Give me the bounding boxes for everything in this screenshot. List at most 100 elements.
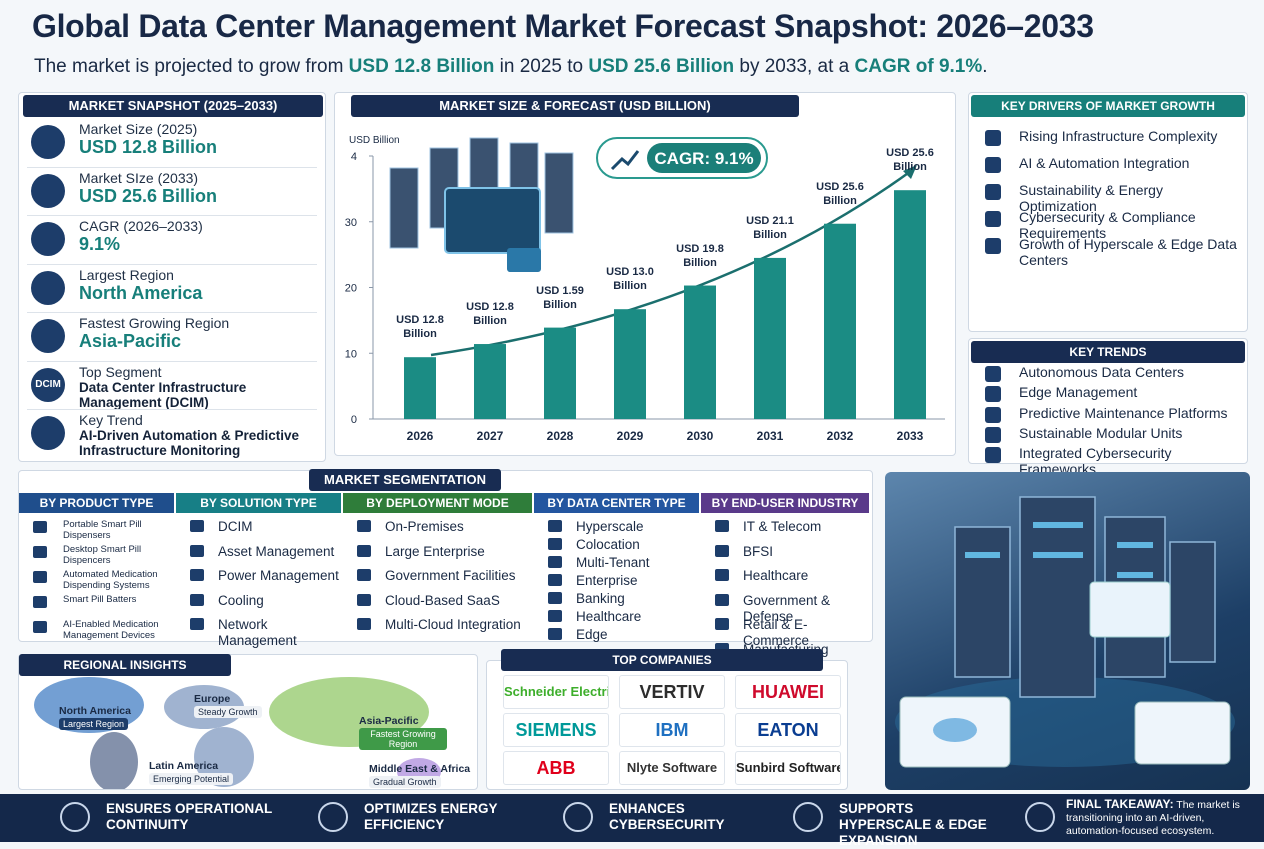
bar-annotation: USD 1.59 Billion	[536, 284, 584, 311]
segment-item: Government & Defense	[743, 592, 831, 624]
y-tick-label: 0	[351, 414, 357, 426]
column-header: BY DATA CENTER TYPE	[534, 493, 699, 513]
segment-item: Large Enterprise	[385, 543, 485, 559]
icon	[548, 628, 562, 640]
led	[1117, 542, 1153, 548]
panel-header: REGIONAL INSIGHTS	[19, 654, 231, 676]
bar-annotation: USD 21.1 Billion	[746, 214, 794, 241]
badge-fill	[647, 143, 761, 173]
icon	[190, 593, 204, 606]
segment-item: Desktop Smart Pill Dispencers	[63, 544, 142, 566]
icon	[33, 621, 47, 633]
region-name: Latin America	[149, 760, 219, 772]
subtitle-text: .	[982, 56, 988, 77]
footer-icon	[318, 802, 348, 832]
panel-header: MARKET SNAPSHOT (2025–2033)	[23, 95, 323, 117]
icon	[31, 173, 65, 208]
icon	[985, 238, 1001, 254]
icon	[190, 618, 204, 631]
list-item: Growth of Hyperscale & Edge Data Centers	[1019, 236, 1237, 268]
divider	[27, 166, 317, 168]
x-tick-label: 2027	[477, 429, 504, 443]
icon	[715, 618, 729, 631]
icon	[715, 593, 729, 606]
server-rack	[954, 526, 1011, 678]
segment-item: Banking	[576, 591, 625, 606]
x-tick-label: 2031	[757, 429, 784, 443]
icon	[31, 319, 65, 353]
company-logo: VERTIV	[619, 675, 725, 709]
icon	[548, 574, 562, 586]
icon	[715, 569, 729, 582]
icon	[985, 426, 1001, 443]
region-note: Steady Growth	[194, 706, 262, 718]
icon	[715, 520, 729, 532]
segment-item: On-Premises	[385, 519, 464, 534]
bar-annotation: USD 13.0 Billion	[606, 266, 654, 293]
divider	[27, 215, 317, 216]
segment-item: Retail & E-Commerce	[743, 617, 810, 649]
subtitle: The market is projected to grow from USD…	[34, 56, 988, 78]
icon	[357, 569, 371, 582]
footer-icon	[60, 802, 90, 832]
list-item: Sustainable Modular Units	[1019, 424, 1183, 441]
panel-header: KEY DRIVERS OF MARKET GROWTH	[971, 95, 1245, 117]
list-item: Sustainability & Energy Optimization	[1019, 182, 1163, 214]
chart-title: MARKET SIZE & FORECAST (USD BILLION)	[351, 95, 799, 117]
icon	[31, 222, 65, 256]
icon	[985, 386, 1001, 403]
icon	[548, 592, 562, 604]
segment-item: Colocation	[576, 537, 640, 552]
icon	[357, 593, 371, 606]
bar	[684, 285, 716, 419]
subtitle-highlight: USD 25.6 Billion	[588, 56, 735, 77]
segment-item: Cloud-Based SaaS	[385, 592, 500, 608]
divider	[27, 263, 317, 265]
icon	[190, 569, 204, 582]
x-tick-label: 2028	[547, 429, 574, 443]
segment-item: Portable Smart Pill Dispensers	[63, 519, 142, 541]
server-rack	[1169, 541, 1216, 663]
trend-arrowhead	[903, 165, 917, 179]
icon	[31, 270, 65, 305]
item-label: Largest Region	[79, 266, 174, 283]
page-title: Global Data Center Management Market For…	[32, 8, 1094, 44]
platform-illustration	[389, 137, 574, 272]
icon	[548, 538, 562, 550]
footer-item: OPTIMIZES ENERGY EFFICIENCY	[364, 801, 498, 832]
segment-item: DCIM	[218, 519, 253, 534]
takeaway: FINAL TAKEAWAY: The market is transition…	[1066, 798, 1256, 838]
panel-header: MARKET SEGMENTATION	[309, 469, 501, 491]
company-logo: Schneider Electric	[503, 675, 609, 709]
icon	[33, 521, 47, 533]
icon	[190, 544, 204, 557]
companies-panel: TOP COMPANIES Schneider Electric VERTIV HUA…	[486, 649, 848, 790]
list-item: Predictive Maintenance Platforms	[1019, 404, 1228, 421]
segment-item: Automated Medication Dispending Systems	[63, 569, 158, 591]
region-note: Gradual Growth	[369, 776, 441, 788]
segment-item: Hyperscale	[576, 519, 644, 534]
divider	[27, 360, 317, 362]
segmentation-panel: MARKET SEGMENTATION BY PRODUCT TYPE Portab…	[18, 469, 873, 657]
icon	[31, 125, 65, 159]
list-item: Cybersecurity & Compliance Requirements	[1019, 209, 1196, 241]
panel-header: KEY TRENDS	[971, 341, 1245, 363]
list-item: Autonomous Data Centers	[1019, 364, 1184, 380]
server	[389, 167, 419, 249]
badge-text: CAGR: 9.1%	[654, 149, 753, 168]
x-tick-label: 2030	[687, 429, 714, 443]
list-item: Rising Infrastructure Complexity	[1019, 128, 1218, 144]
company-logo: EATON	[735, 713, 841, 747]
footer-item: ENHANCES CYBERSECURITY	[609, 801, 725, 832]
subtitle-text: by 2033, at a	[734, 56, 855, 77]
x-tick-label: 2026	[407, 429, 434, 443]
bar-annotation: USD 12.8 Billion	[396, 314, 444, 341]
footer-icon	[563, 802, 593, 832]
led	[965, 552, 1000, 558]
icon	[33, 571, 47, 583]
segment-item: Smart Pill Batters	[63, 594, 137, 605]
server	[544, 152, 574, 234]
icon	[985, 130, 1001, 146]
ai-chip	[507, 248, 541, 272]
continent	[90, 732, 138, 789]
